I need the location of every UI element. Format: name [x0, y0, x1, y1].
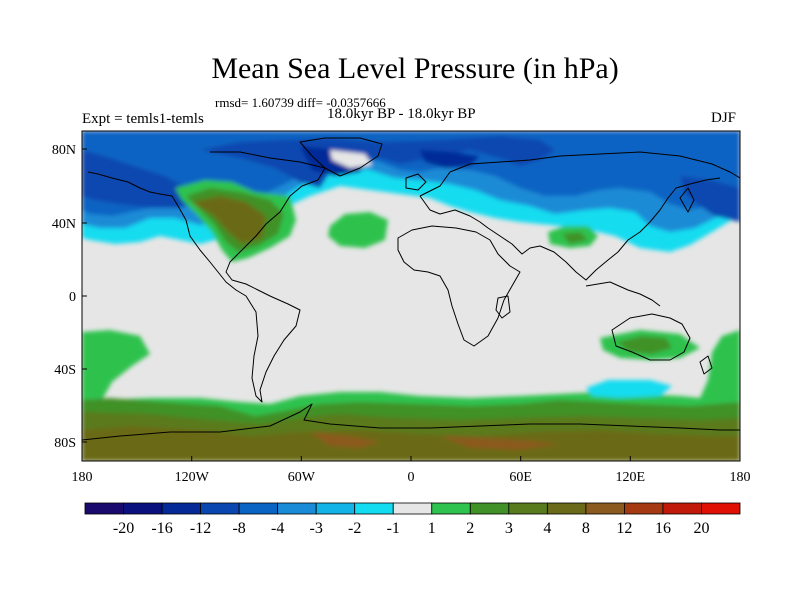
colorbar-box — [662, 502, 702, 515]
coastline-eurasia-south — [419, 177, 721, 281]
y-tick-label: 80S — [54, 436, 76, 451]
coastline-japan — [679, 187, 695, 213]
y-tick-label: 0 — [69, 290, 76, 305]
colorbar-box — [701, 502, 741, 515]
green-atlantic-patch — [328, 212, 388, 248]
coastline-americas — [87, 151, 326, 403]
coastline-antarctica — [82, 403, 740, 441]
colorbar-box — [123, 502, 163, 515]
x-tick-labels: 180 120W 60W 0 60E 120E 180 — [72, 470, 751, 485]
colorbar-box — [431, 502, 471, 515]
colorbar-box — [354, 502, 394, 515]
colorbar-label: -4 — [271, 520, 284, 537]
coastline-indonesia — [585, 281, 661, 307]
deep-blue-scandinavia — [420, 150, 480, 168]
x-tick-label: 60W — [288, 470, 316, 485]
x-tick-label: 180 — [730, 470, 751, 485]
colorbar-label: 2 — [466, 520, 474, 537]
coastline-australia — [611, 313, 691, 361]
colorbar-label: 1 — [428, 520, 436, 537]
colorbar-box — [392, 502, 433, 515]
colorbar-box — [315, 502, 356, 515]
x-tick-label: 120W — [175, 470, 210, 485]
x-tick-label: 180 — [72, 470, 93, 485]
colorbar-box — [585, 502, 625, 515]
map-title: Mean Sea Level Pressure (in hPa) — [211, 52, 619, 85]
colorbar-label: 4 — [543, 520, 551, 537]
coastline-britain — [405, 173, 427, 191]
dark-blue-north-pacific — [82, 150, 205, 208]
colorbar-label: 8 — [582, 520, 590, 537]
colorbar-label: -1 — [387, 520, 400, 537]
period-label: 18.0kyr BP - 18.0kyr BP — [327, 106, 476, 122]
colorbar-label: -8 — [232, 520, 245, 537]
olive-asia-patch — [562, 232, 588, 244]
colorbar-box — [238, 502, 279, 515]
axis-ticks — [81, 148, 741, 461]
coastline-new-zealand — [699, 355, 713, 375]
colorbar-label: -16 — [151, 520, 172, 537]
statistics-text: rmsd= 1.60739 diff= -0.0357666 — [215, 95, 386, 110]
colorbar-box — [277, 502, 317, 515]
dark-blue-arctic — [200, 136, 555, 188]
olive-australia-patch — [617, 336, 672, 354]
coastline-madagascar — [495, 295, 511, 319]
colorbar-label: -20 — [113, 520, 134, 537]
season-label: DJF — [711, 110, 737, 126]
coastline-eurasia-north — [419, 151, 740, 197]
colorbar-box — [161, 502, 201, 515]
dark-brown-antarctica-1 — [310, 432, 380, 448]
colorbar-box — [624, 502, 664, 515]
coastline-africa — [397, 225, 521, 347]
colorbar-label: 20 — [693, 520, 709, 537]
cyan-indian-ocean-patch — [586, 380, 672, 398]
experiment-label: Expt = temls1-temls — [82, 111, 204, 127]
y-tick-label: 40S — [54, 363, 76, 378]
coastline-greenland — [299, 137, 383, 177]
colorbar-label: 12 — [616, 520, 632, 537]
colorbar-box — [84, 502, 124, 515]
x-tick-label: 120E — [616, 470, 646, 485]
y-tick-label: 80N — [52, 143, 76, 158]
colorbar-box — [469, 502, 510, 515]
colorbar-box — [200, 502, 240, 515]
light-patch-greenland — [330, 150, 372, 168]
colorbar-box — [546, 502, 587, 515]
colorbar — [84, 502, 741, 515]
x-tick-label: 60E — [509, 470, 532, 485]
y-tick-labels: 80N 40N 0 40S 80S — [52, 143, 76, 451]
coastlines — [82, 137, 740, 441]
colorbar-box — [508, 502, 548, 515]
brown-north-america — [192, 196, 266, 244]
dark-blue-west-pacific — [680, 176, 740, 222]
colorbar-label: 16 — [655, 520, 671, 537]
dark-brown-antarctica-2 — [440, 436, 560, 450]
pressure-field — [82, 131, 740, 461]
colorbar-label: 3 — [505, 520, 513, 537]
colorbar-label: -3 — [310, 520, 323, 537]
brown-antarctica — [82, 426, 740, 461]
x-tick-label: 0 — [408, 470, 415, 485]
colorbar-label: -2 — [348, 520, 361, 537]
y-tick-label: 40N — [52, 217, 76, 232]
colorbar-label: -12 — [190, 520, 211, 537]
colorbar-labels: -20 -16 -12 -8 -4 -3 -2 -1 1 2 3 4 8 12 … — [113, 520, 710, 537]
